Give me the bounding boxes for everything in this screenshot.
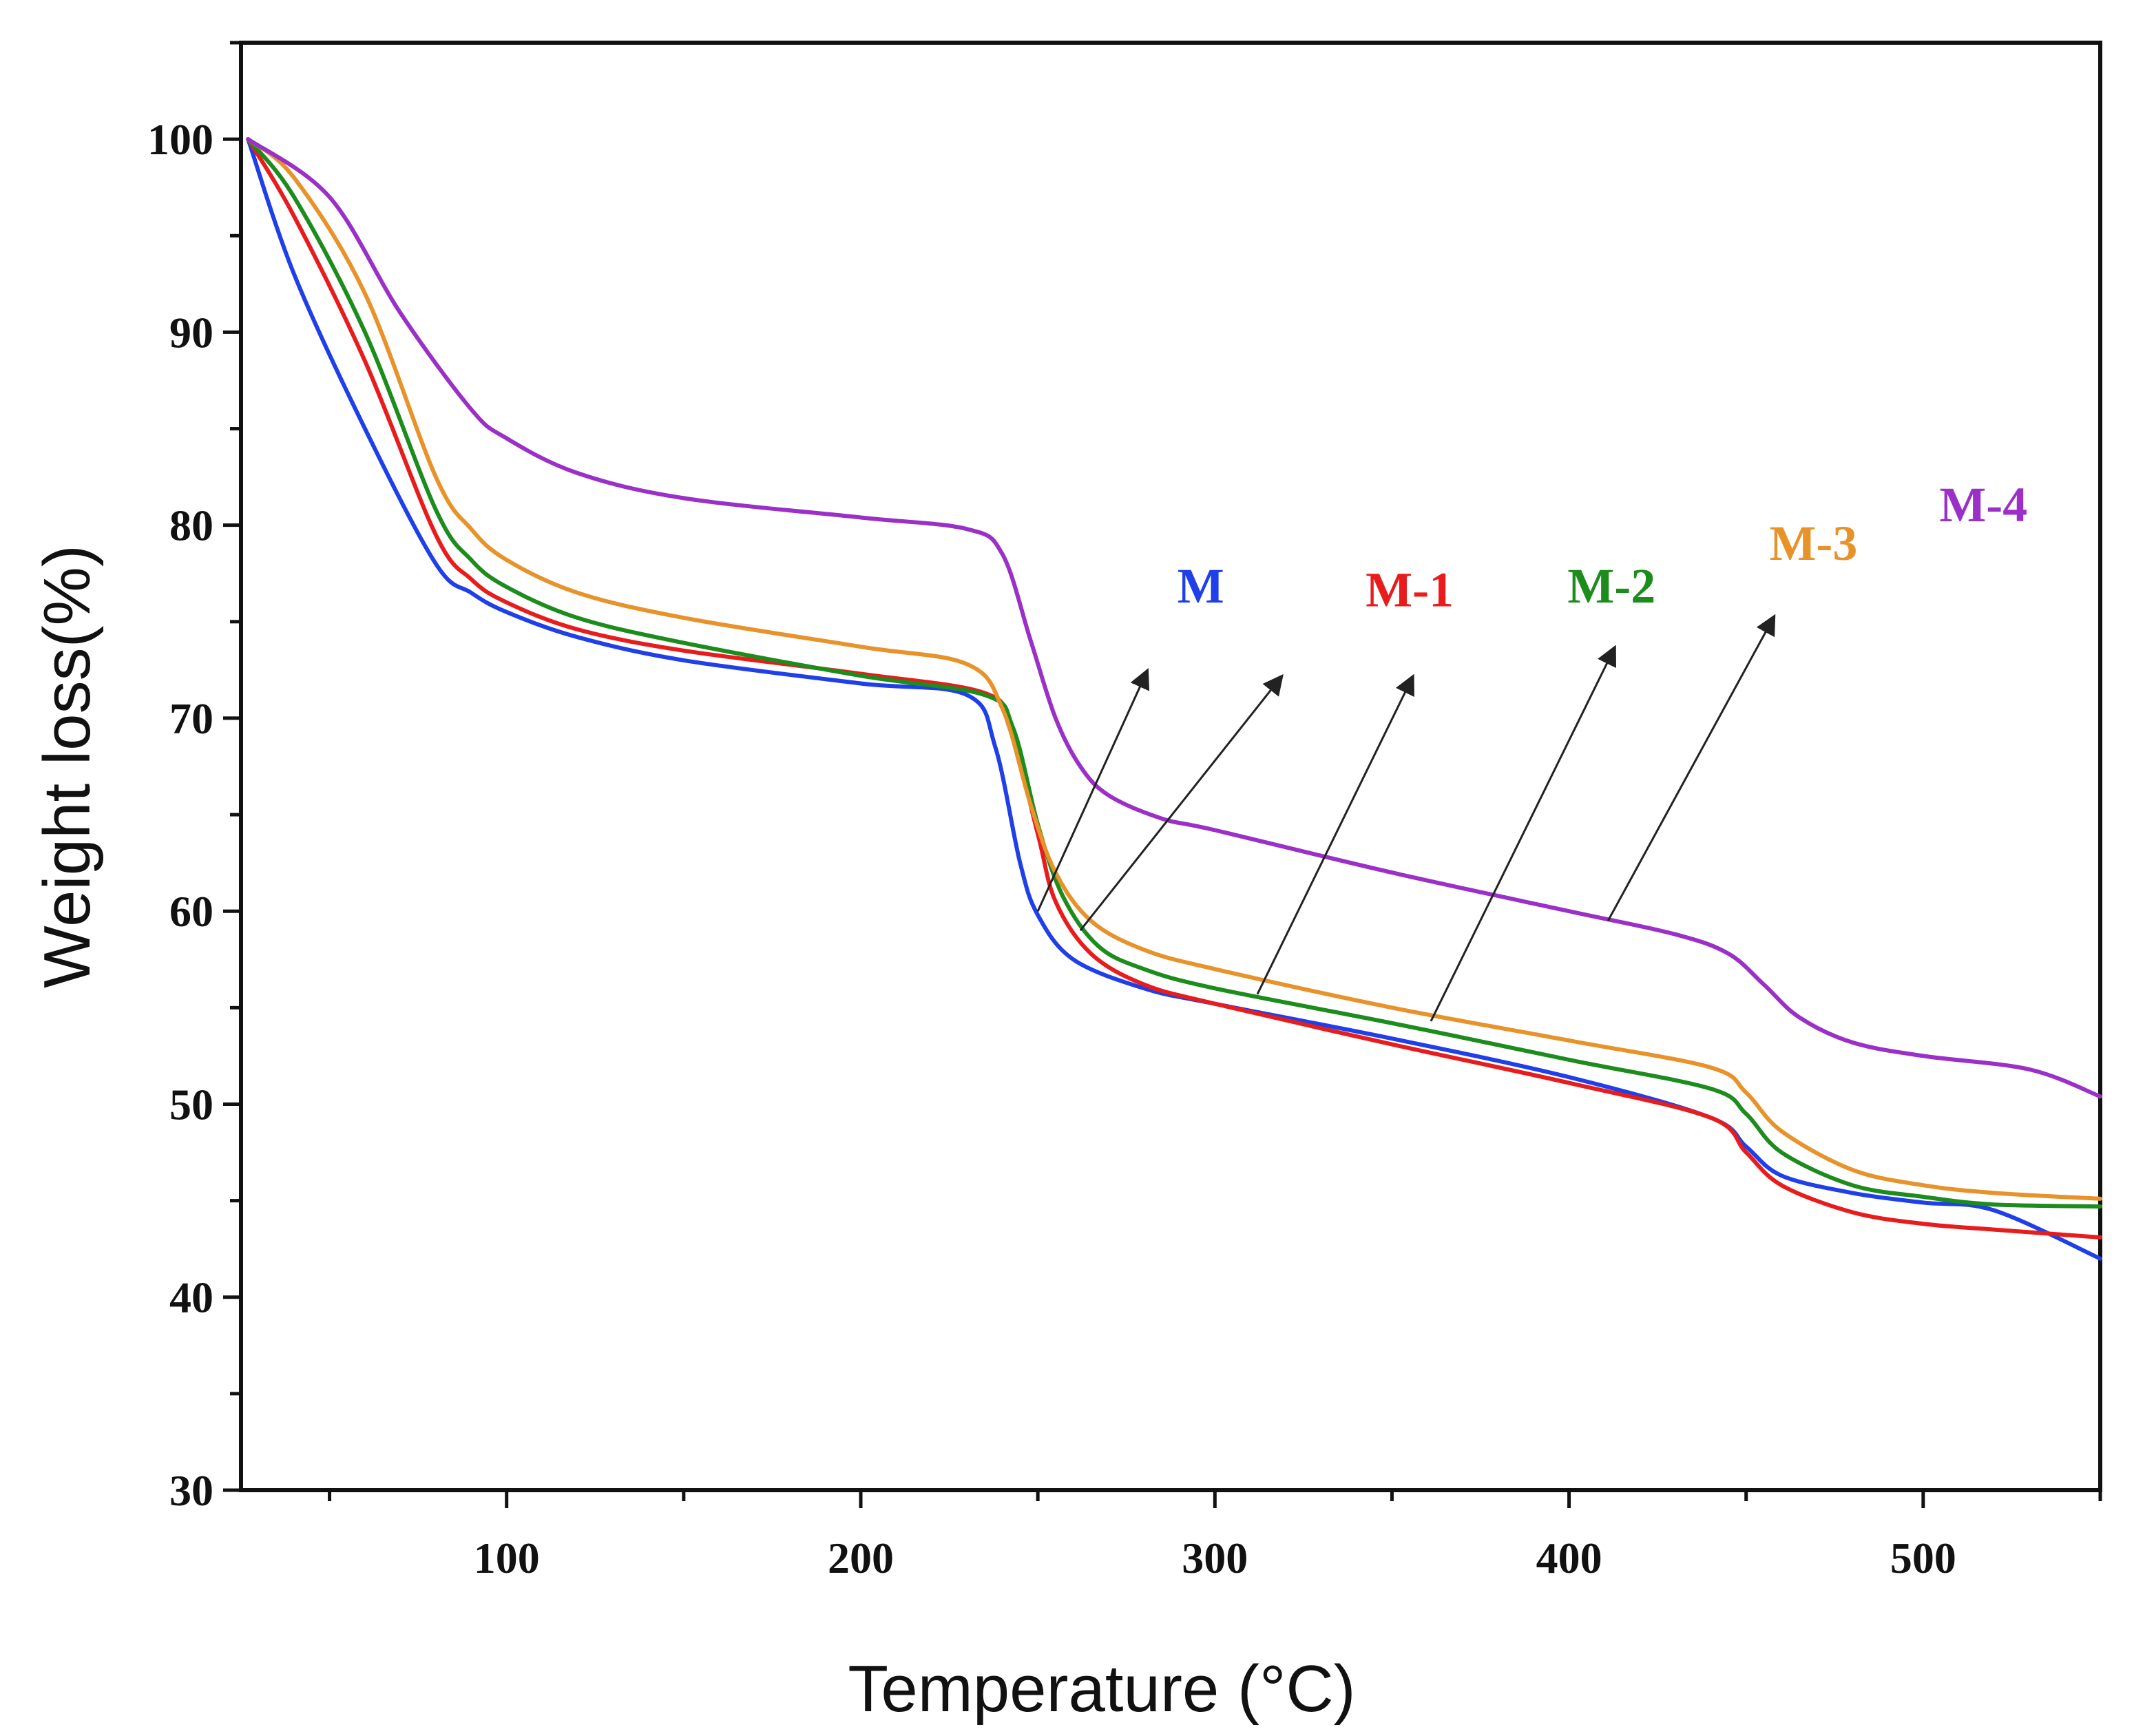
series-line-m-1 [246,137,2102,1240]
y-tick-label: 90 [169,308,213,357]
series-labels: M M-1 M-2 M-3 M-4 [1178,477,2028,617]
y-tick-label: 100 [147,115,213,164]
series-lines [246,137,2102,1261]
x-tick-label: 300 [1182,1534,1248,1582]
x-tick-label: 400 [1536,1534,1602,1582]
series-line-m-4 [246,137,2102,1099]
series-line-m-2 [246,137,2102,1209]
y-tick-label: 60 [169,887,213,936]
arrow-m-2 [1256,673,1414,995]
y-tick-label: 30 [169,1466,213,1515]
arrow-m-3 [1430,645,1616,1022]
y-tick-label: 80 [169,501,213,550]
axis-tick-labels: 100 200 300 400 500 30 40 50 60 70 80 90 100 [147,115,1956,1582]
series-line-m [246,137,2102,1261]
x-axis-title: Temperature (°C) [848,1652,1355,1726]
arrow-m [1036,668,1150,912]
label-m-2: M-2 [1567,558,1655,614]
annotation-arrows [1036,614,1776,1022]
y-axis-title: Weight loss(%) [30,545,104,988]
x-tick-label: 500 [1890,1534,1956,1582]
arrow-m-4 [1607,614,1776,921]
arrow-m-1 [1079,673,1284,932]
y-tick-label: 70 [169,694,213,743]
axis-ticks [223,41,2102,1508]
x-tick-label: 100 [474,1534,540,1582]
plot-area-frame [239,41,2102,1492]
y-tick-label: 40 [169,1273,213,1322]
label-m-3: M-3 [1769,516,1857,571]
label-m: M [1178,558,1224,614]
x-tick-label: 200 [828,1534,894,1582]
label-m-1: M-1 [1366,562,1454,617]
series-line-m-3 [246,137,2102,1201]
y-tick-label: 50 [169,1080,213,1129]
label-m-4: M-4 [1939,477,2027,532]
